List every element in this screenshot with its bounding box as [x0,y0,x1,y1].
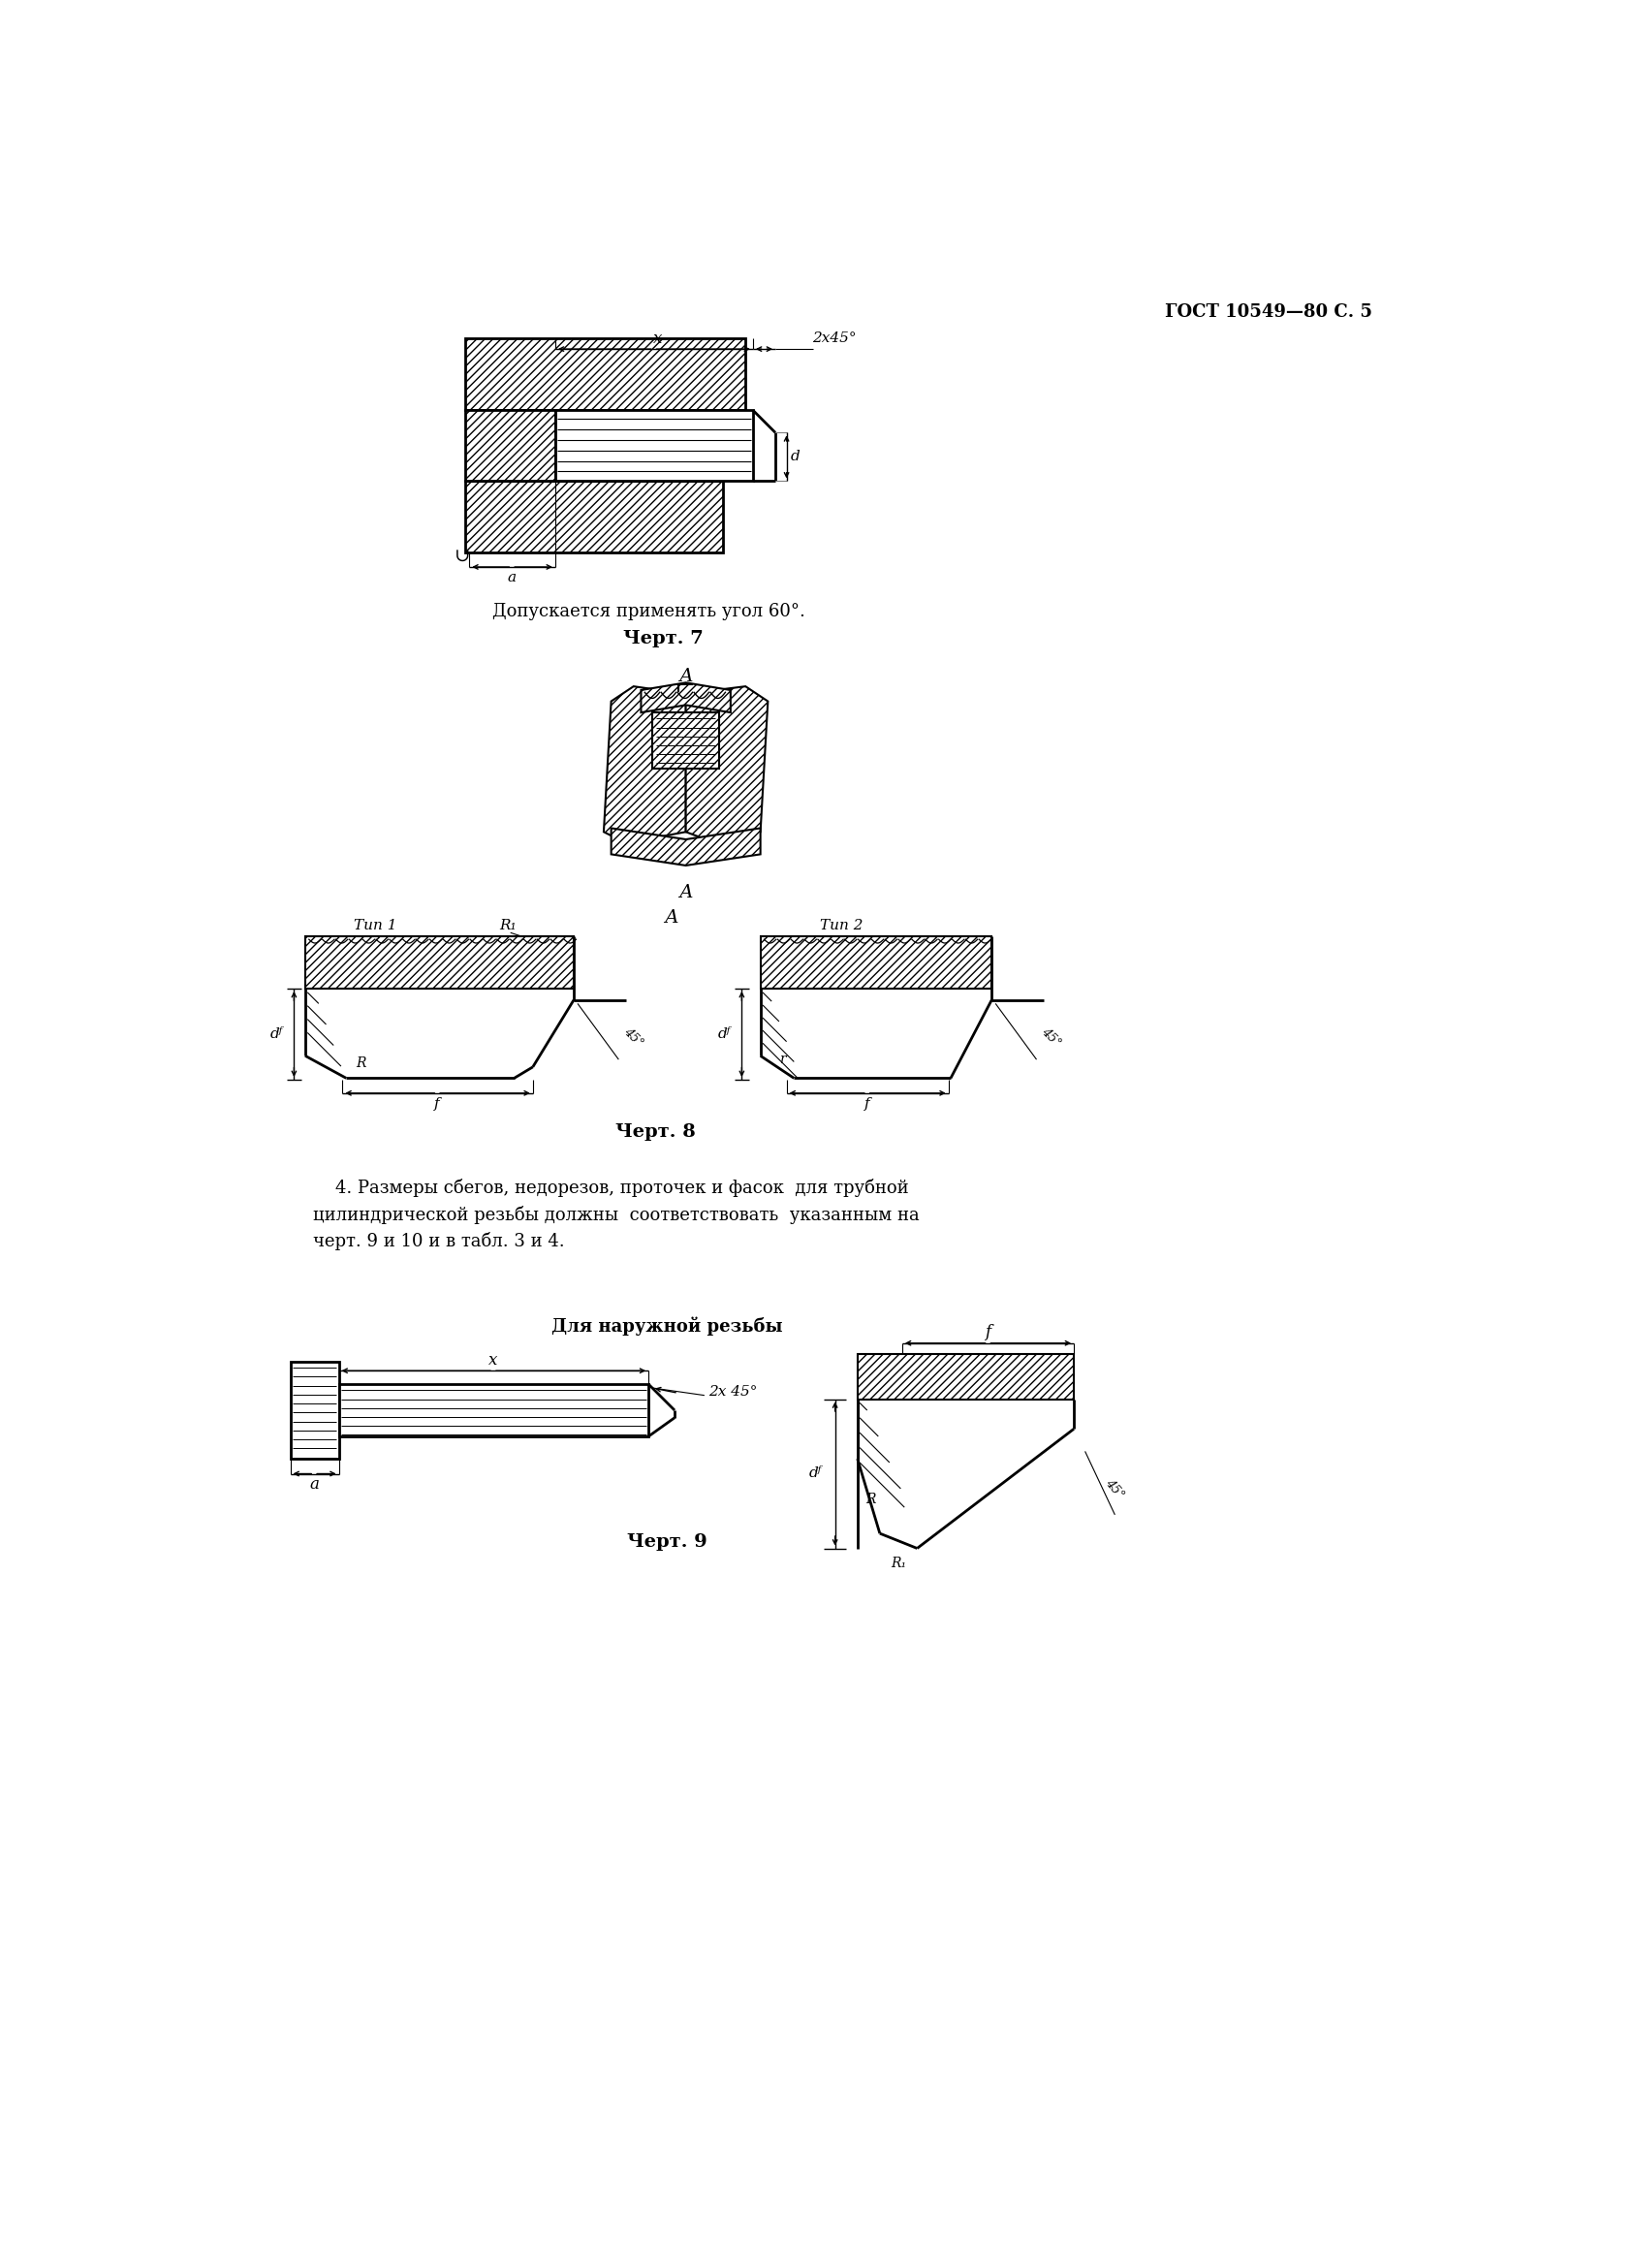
Bar [291,1361,338,1458]
Text: f: f [985,1325,991,1340]
Bar [555,411,753,481]
Text: 2x45°: 2x45° [813,331,857,345]
Text: А: А [679,885,692,903]
Text: dᶠ: dᶠ [719,1027,730,1041]
Text: 4. Размеры сбегов, недорезов, проточек и фасок  для трубной
цилиндрической резьб: 4. Размеры сбегов, недорезов, проточек и… [312,1179,919,1250]
Bar [857,1354,1075,1399]
Text: r: r [779,1052,785,1066]
Polygon shape [686,687,768,844]
Bar [338,1383,648,1436]
Text: a: a [508,572,516,585]
Text: 45°: 45° [1102,1476,1125,1501]
Text: d: d [790,449,800,463]
Text: dᶠ: dᶠ [269,1027,283,1041]
Text: f: f [434,1098,439,1111]
Text: x: x [488,1352,498,1368]
Text: x: x [653,331,661,347]
Text: R: R [356,1057,366,1070]
Bar [305,937,573,989]
Text: R₁: R₁ [500,919,516,932]
Polygon shape [611,828,761,866]
Text: R: R [865,1492,875,1506]
Text: R₁: R₁ [890,1556,906,1569]
Text: А: А [679,667,692,685]
Text: 45°: 45° [621,1025,645,1050]
Bar [465,411,555,481]
Text: А: А [663,909,678,925]
Text: 2x 45°: 2x 45° [709,1386,758,1399]
Text: Тип 2: Тип 2 [820,919,864,932]
Text: dᶠ: dᶠ [808,1467,821,1481]
Text: ГОСТ 10549—80 С. 5: ГОСТ 10549—80 С. 5 [1164,304,1372,322]
Bar [465,338,746,411]
Text: Тип 1: Тип 1 [354,919,397,932]
Bar [465,481,723,551]
Text: 45°: 45° [1039,1025,1063,1050]
Text: ∪: ∪ [454,547,470,565]
Text: a: a [309,1476,318,1492]
Polygon shape [604,687,686,844]
Text: Для наружной резьбы: Для наружной резьбы [552,1318,782,1336]
Text: Черт. 9: Черт. 9 [627,1533,707,1551]
Polygon shape [642,683,730,712]
Text: f: f [864,1098,870,1111]
Text: Черт. 8: Черт. 8 [616,1123,696,1141]
Polygon shape [652,712,720,769]
Text: Черт. 7: Черт. 7 [624,631,704,649]
Bar [761,937,991,989]
Text: Допускается применять угол 60°.: Допускается применять угол 60°. [492,603,805,619]
